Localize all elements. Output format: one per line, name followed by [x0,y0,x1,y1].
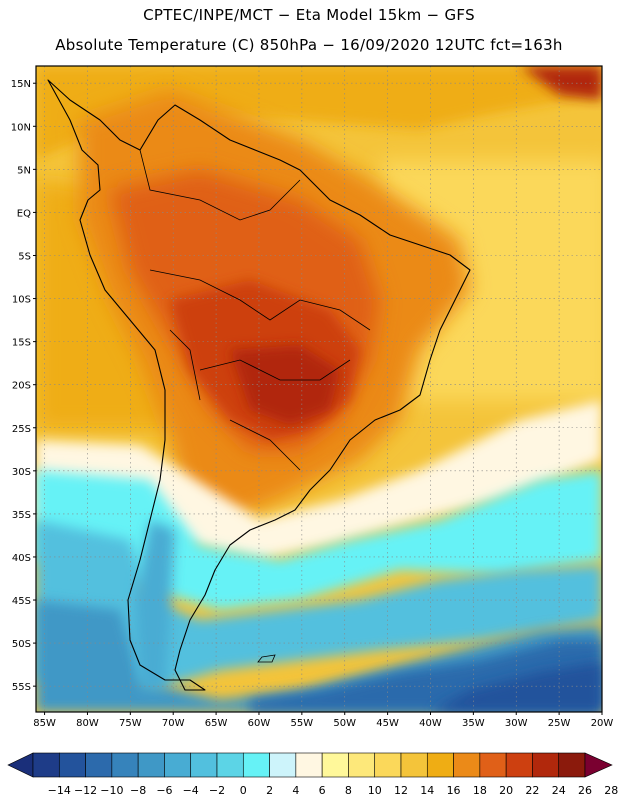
colorbar-swatch [190,752,218,778]
lon-label: 30W [505,718,528,729]
colorbar-swatch [32,752,60,778]
map-frame [35,65,603,713]
colorbar-swatch [479,752,507,778]
colorbar-label: −2 [209,784,225,797]
colorbar-label: 12 [394,784,408,797]
colorbar-label: −10 [100,784,123,797]
colorbar-swatch [532,752,560,778]
colorbar-label: 22 [525,784,539,797]
colorbar-label: −8 [130,784,146,797]
lon-label: 75W [119,718,142,729]
lat-label: 10N [11,122,31,133]
colorbar-label: 6 [319,784,326,797]
colorbar-swatch [216,752,244,778]
lat-label: 15S [12,338,31,349]
lat-label: 5N [17,165,31,176]
lon-label: 20W [591,718,614,729]
lat-label: 55S [12,682,31,693]
colorbar-label: 24 [552,784,566,797]
colorbar-label: −4 [183,784,199,797]
lat-label: 30S [12,467,31,478]
colorbar-label: 18 [473,784,487,797]
lon-label: 60W [248,718,271,729]
colorbar-label: 28 [604,784,618,797]
lon-label: 50W [333,718,356,729]
lon-label: 35W [462,718,485,729]
colorbar-swatch [111,752,139,778]
colorbar-label: −12 [74,784,97,797]
falkland-islands [257,654,276,663]
colorbar-high-arrow [584,752,613,778]
colorbar-swatch [348,752,376,778]
lon-label: 25W [548,718,571,729]
temperature-field [36,66,602,712]
lon-label: 85W [33,718,56,729]
colorbar-label: 8 [345,784,352,797]
colorbar-swatch [269,752,297,778]
colorbar-label: −6 [156,784,172,797]
lat-label: 40S [12,553,31,564]
lat-label: 20S [12,381,31,392]
lat-label: 5S [18,251,31,262]
lat-label: 45S [12,596,31,607]
color-scale-bar [7,752,613,778]
colorbar-label: 2 [266,784,273,797]
colorbar-swatch [164,752,192,778]
lon-label: 80W [76,718,99,729]
colorbar-label: −14 [48,784,71,797]
colorbar-swatch [453,752,481,778]
lat-label: 10S [12,295,31,306]
lon-label: 40W [419,718,442,729]
colorbar-swatch [295,752,323,778]
chart-title-line2: Absolute Temperature (C) 850hPa − 16/09/… [55,36,563,54]
lon-label: 65W [205,718,228,729]
longitude-axis-labels: 85W 80W 75W 70W 65W 60W 55W 50W 45W 40W 35W 30W 25W 2… [33,712,613,729]
lat-label: 25S [12,424,31,435]
lat-label: 15N [11,79,31,90]
colorbar-swatch [558,752,586,778]
colorbar-swatch [58,752,86,778]
colorbar-swatch [426,752,454,778]
colorbar-label: 26 [578,784,592,797]
country-borders [139,149,371,471]
colorbar-swatch [242,752,270,778]
lat-label: 50S [12,639,31,650]
lat-label: EQ [17,208,31,219]
colorbar-label: 10 [368,784,382,797]
colorbar-low-arrow [7,752,34,778]
south-america-coastline [47,79,471,691]
lon-label: 55W [291,718,314,729]
lon-label: 70W [162,718,185,729]
colorbar-swatch [400,752,428,778]
colorbar-swatch [137,752,165,778]
color-scale-labels: −14 −12 −10 −8 −6 −4 −2 0 2 4 6 8 10 12 14 16 18 20 22 24 26… [48,784,618,797]
colorbar-swatch [374,752,402,778]
lon-label: 45W [376,718,399,729]
colorbar-swatch [321,752,349,778]
colorbar-label: 0 [240,784,247,797]
colorbar-label: 4 [292,784,299,797]
chart-title-line1: CPTEC/INPE/MCT − Eta Model 15km − GFS [143,6,475,24]
lat-label: 35S [12,510,31,521]
colorbar-label: 14 [420,784,434,797]
colorbar-swatch [85,752,113,778]
colorbar-label: 16 [447,784,461,797]
colorbar-swatch [505,752,533,778]
latitude-axis-labels: 15N 10N 5N EQ 5S 10S 15S 20S 25S 30S 35S 40S 45S 50S 5… [11,79,36,693]
colorbar-label: 20 [499,784,513,797]
